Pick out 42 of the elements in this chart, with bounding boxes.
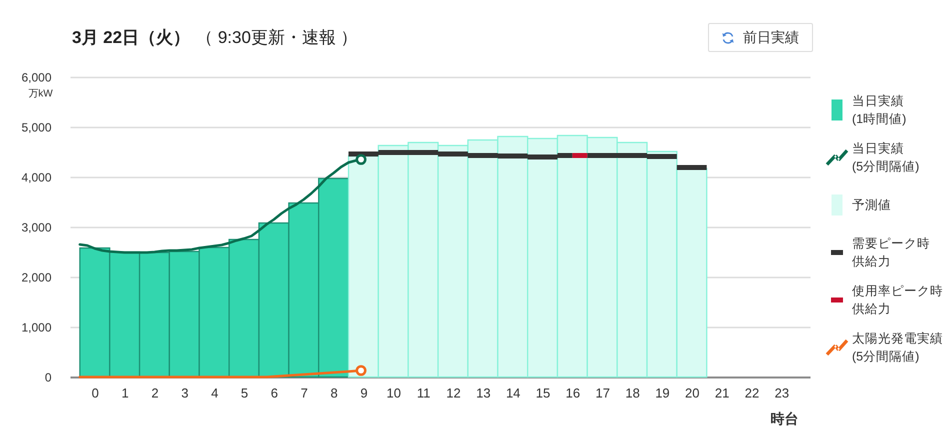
- x-tick-label: 19: [655, 386, 670, 400]
- legend-label: 予測値: [852, 198, 891, 212]
- x-tick-label: 0: [92, 386, 99, 400]
- x-tick-label: 15: [536, 386, 550, 400]
- x-tick-label: 14: [506, 386, 520, 400]
- x-tick-label: 1: [122, 386, 129, 400]
- x-axis-title: 時台: [770, 410, 798, 426]
- chart-subtitle: （ 9:30更新・速報 ）: [196, 28, 358, 47]
- legend-label: 当日実績(5分間隔値): [852, 140, 920, 174]
- x-tick-label: 8: [330, 386, 338, 400]
- legend-label: 太陽光発電実績(5分間隔値): [852, 330, 943, 364]
- x-tick-label: 22: [744, 386, 760, 400]
- legend-label: 需要ピーク時供給力: [852, 236, 930, 268]
- x-tick-label: 5: [240, 386, 248, 400]
- x-tick-label: 21: [714, 386, 730, 400]
- y-tick-label: 5,000: [21, 120, 52, 134]
- y-tick-label: 0: [44, 370, 52, 384]
- x-tick-label: 23: [774, 386, 790, 400]
- x-tick-label: 12: [446, 386, 461, 400]
- y-tick-label: 1,000: [21, 320, 52, 334]
- x-tick-label: 7: [300, 386, 308, 400]
- x-tick-label: 11: [416, 386, 430, 400]
- x-tick-label: 20: [685, 386, 700, 400]
- y-axis-title: 万kW: [28, 88, 54, 100]
- x-tick-label: 3: [181, 386, 188, 400]
- y-tick-label: 6,000: [21, 70, 52, 84]
- y-tick-label: 4,000: [21, 170, 52, 184]
- x-tick-label: 2: [151, 386, 159, 400]
- x-tick-label: 4: [211, 386, 218, 400]
- x-tick-label: 9: [360, 386, 368, 400]
- legend-label: 当日実績(1時間値): [852, 93, 906, 126]
- chart-title: 3月 22日（火）: [72, 28, 190, 47]
- x-tick-label: 18: [625, 386, 640, 400]
- x-tick-label: 10: [386, 386, 402, 400]
- y-tick-label: 3,000: [21, 220, 52, 234]
- x-tick-label: 17: [596, 386, 610, 400]
- y-tick-label: 2,000: [21, 270, 52, 284]
- x-tick-label: 13: [476, 386, 491, 400]
- text: 前日実績: [743, 28, 799, 46]
- x-tick-label: 16: [566, 386, 580, 400]
- x-tick-label: 6: [270, 386, 278, 400]
- legend-label: 使用率ピーク時供給力: [852, 283, 943, 316]
